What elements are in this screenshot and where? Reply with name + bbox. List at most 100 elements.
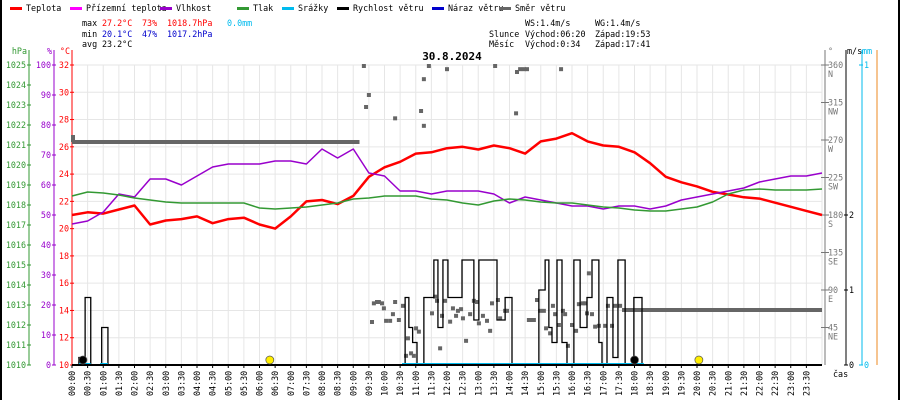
wind-dir-point xyxy=(454,313,459,318)
stats-min-temp: 20.1°C xyxy=(102,29,133,39)
x-tick-label: 09:00 xyxy=(348,371,358,396)
wind-dir-point xyxy=(538,308,543,313)
pressure-tick-label: 1023 xyxy=(6,100,26,110)
legend-item: Přízemní teplota xyxy=(70,3,167,13)
wind-dir-point xyxy=(521,67,526,72)
stats-max-temp: 27.2°C xyxy=(102,18,133,28)
legend-label: Směr větru xyxy=(515,3,566,13)
x-tick-label: 08:30 xyxy=(333,371,343,396)
legend-label: Náraz větru xyxy=(448,3,504,13)
x-tick-label: 07:00 xyxy=(286,371,296,396)
legend-swatch xyxy=(160,6,172,10)
wind-dir-point xyxy=(438,346,443,351)
temperature-tick-label: 16 xyxy=(59,278,69,288)
legend-item: Srážky xyxy=(282,3,328,13)
wind-dir-point xyxy=(388,318,393,323)
x-tick-label: 02:00 xyxy=(130,371,140,396)
stats-max-pressure: 1018.7hPa xyxy=(167,18,213,28)
legend-item: Směr větru xyxy=(499,3,565,13)
humidity-tick-label: 80 xyxy=(41,120,51,130)
wind-dir-point xyxy=(443,298,448,303)
wind-dir-compass-label: N xyxy=(828,69,833,79)
wind-speed-tick-label: 0 xyxy=(849,360,854,370)
pressure-axis-unit: hPa xyxy=(12,46,27,56)
legend-item: Náraz větru xyxy=(432,3,503,13)
wind-dir-tick-label: 90 xyxy=(828,285,838,295)
pressure-tick-label: 1010 xyxy=(6,360,26,370)
x-tick-label: 01:30 xyxy=(114,371,124,396)
wind-dir-point xyxy=(541,308,546,313)
x-tick-label: 05:00 xyxy=(223,371,233,396)
moonrise-time: Východ:0:34 xyxy=(525,39,581,49)
wind-dir-point xyxy=(610,323,614,328)
wind-dir-point xyxy=(430,311,434,316)
pressure-tick-label: 1012 xyxy=(6,320,26,330)
wind-dir-point xyxy=(468,312,473,317)
x-tick-label: 12:00 xyxy=(442,371,452,396)
wind-dir-point xyxy=(384,318,389,323)
stats-max-label: max xyxy=(82,18,98,28)
x-tick-label: 15:30 xyxy=(551,371,561,396)
wind-dir-axis-unit: ° xyxy=(828,46,833,56)
wind-dir-point xyxy=(380,301,384,306)
wind-dir-point xyxy=(421,77,426,82)
wind-dir-point xyxy=(426,64,431,68)
wind-dir-point xyxy=(563,312,568,317)
stats-min-label: min xyxy=(82,29,98,39)
wind-dir-tick-label: 315 xyxy=(828,98,843,108)
wind-dir-point xyxy=(576,302,581,307)
pressure-tick-label: 1017 xyxy=(6,220,26,230)
series-line-humidity xyxy=(71,148,823,225)
x-tick-label: 16:30 xyxy=(583,371,593,396)
sunset-time: Západ:19:53 xyxy=(595,29,651,39)
stats-max-rain: 0.0mm xyxy=(227,18,253,28)
legend-swatch xyxy=(337,6,349,10)
x-tick-label: 15:00 xyxy=(536,371,546,396)
x-tick-label: 03:00 xyxy=(161,371,171,396)
x-tick-label: 06:00 xyxy=(255,371,265,396)
wind-dir-point xyxy=(553,312,558,317)
wind-dir-point xyxy=(421,123,426,128)
x-tick-label: 14:00 xyxy=(505,371,515,396)
humidity-tick-label: 40 xyxy=(41,240,51,250)
wind-dir-point xyxy=(544,326,549,331)
wind-dir-tick-label: 45 xyxy=(828,323,838,333)
x-tick-label: 19:30 xyxy=(676,371,686,396)
legend-item: Rychlost větru xyxy=(337,3,424,13)
x-tick-label: 18:00 xyxy=(630,371,640,396)
wind-dir-point xyxy=(556,323,561,327)
wind-dir-point xyxy=(580,301,585,306)
wind-dir-point xyxy=(490,301,494,306)
humidity-axis-unit: % xyxy=(47,46,52,56)
wind-dir-compass-label: SW xyxy=(828,182,839,192)
wind-dir-point xyxy=(505,308,509,313)
wind-dir-point xyxy=(603,323,608,328)
x-tick-label: 00:30 xyxy=(83,371,93,396)
stats-avg-temp: 23.2°C xyxy=(102,39,133,49)
x-tick-label: 21:30 xyxy=(739,371,749,396)
humidity-tick-label: 30 xyxy=(41,270,51,280)
temperature-tick-label: 10 xyxy=(59,360,69,370)
wind-dir-tick-label: 135 xyxy=(828,248,843,258)
wind-dir-point xyxy=(376,300,381,304)
wind-speed-stat: WS:1.4m/s xyxy=(525,18,571,28)
rain-tick-label: 1 xyxy=(864,60,869,70)
legend-label: Vlhkost xyxy=(176,3,212,13)
temperature-tick-label: 22 xyxy=(59,196,69,206)
wind-dir-point xyxy=(445,67,449,72)
pressure-tick-label: 1021 xyxy=(6,140,26,150)
x-tick-label: 01:00 xyxy=(98,371,108,396)
temperature-tick-label: 30 xyxy=(59,87,69,97)
wind-dir-point xyxy=(590,312,594,317)
legend-swatch xyxy=(432,6,444,10)
humidity-tick-label: 100 xyxy=(36,60,51,70)
x-tick-label: 22:30 xyxy=(770,371,780,396)
stats-min-pressure: 1017.2hPa xyxy=(167,29,213,39)
wind-dir-point xyxy=(366,93,371,97)
sunset-marker xyxy=(694,355,704,365)
rain-axis-unit: mm xyxy=(862,46,872,56)
wind-dir-point xyxy=(440,313,444,318)
wind-dir-point xyxy=(476,321,481,326)
